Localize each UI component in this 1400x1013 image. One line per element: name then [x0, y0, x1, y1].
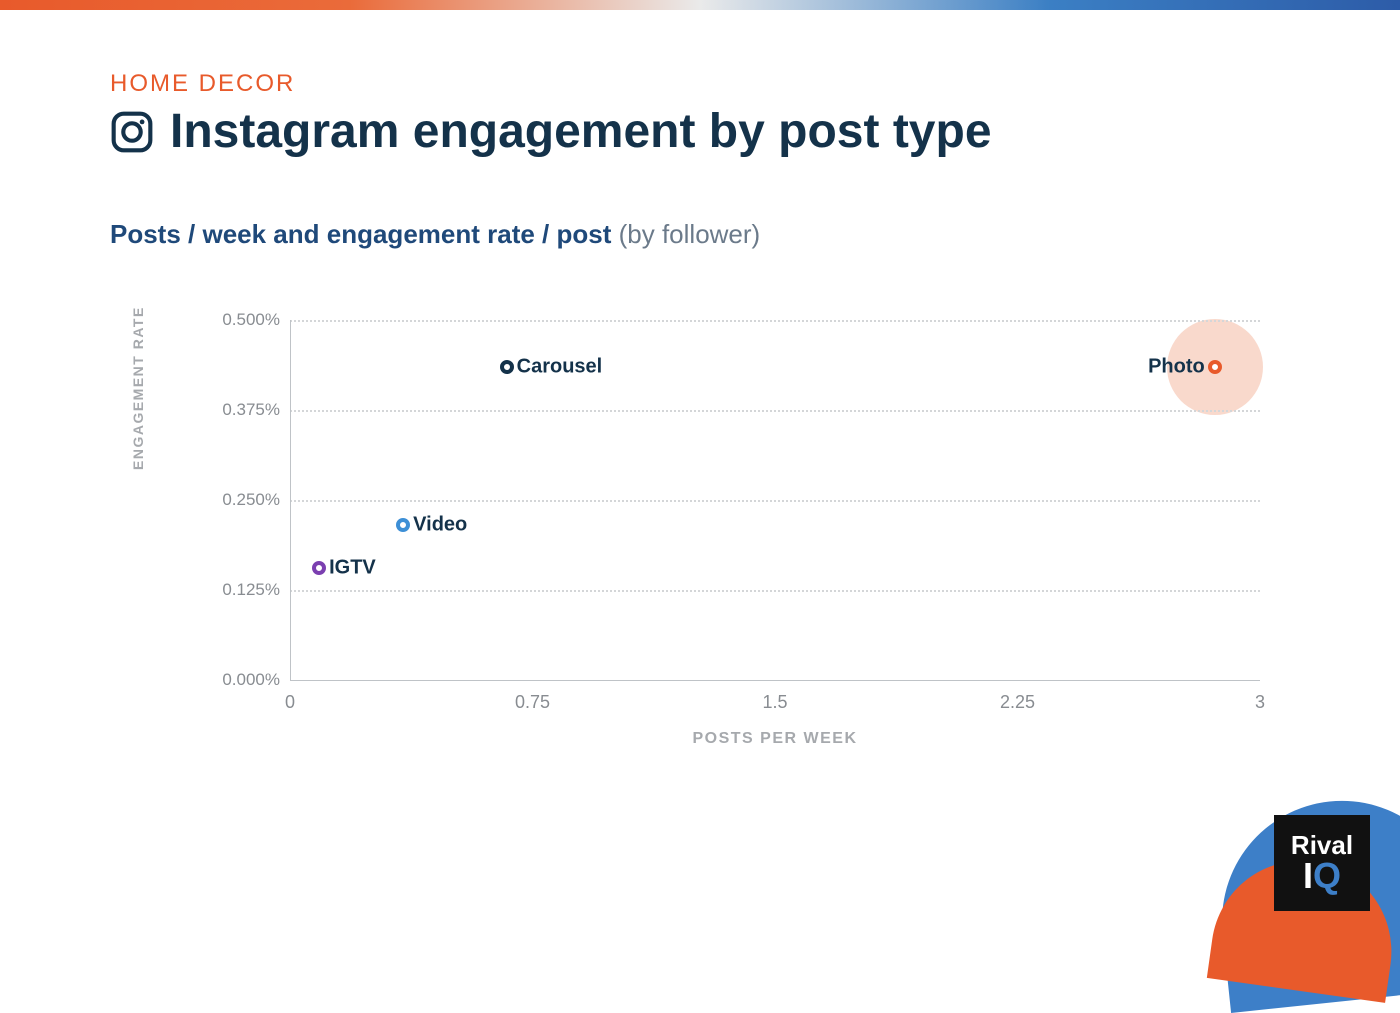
- data-point: [312, 561, 326, 575]
- x-tick-label: 0.75: [515, 692, 550, 713]
- data-point-label: Video: [413, 514, 467, 537]
- gridline: [290, 410, 1260, 412]
- x-axis-title: POSTS PER WEEK: [290, 730, 1260, 748]
- x-tick-label: 0: [285, 692, 295, 713]
- data-point: [1208, 360, 1222, 374]
- top-gradient-bar: [0, 0, 1400, 10]
- page-title: Instagram engagement by post type: [170, 104, 992, 159]
- x-tick-label: 3: [1255, 692, 1265, 713]
- rivaliq-logo: Rival IQ: [1274, 815, 1370, 911]
- y-tick-label: 0.125%: [200, 580, 280, 600]
- y-axis-title: ENGAGEMENT RATE: [130, 306, 146, 470]
- data-point: [500, 360, 514, 374]
- scatter-chart: ENGAGEMENT RATE POSTS PER WEEK IGTVVideo…: [180, 320, 1290, 760]
- x-tick-label: 2.25: [1000, 692, 1035, 713]
- chart-subtitle: Posts / week and engagement rate / post …: [110, 219, 1290, 250]
- instagram-icon: [110, 110, 154, 154]
- data-point-label: Photo: [1148, 355, 1205, 378]
- gridline: [290, 320, 1260, 322]
- y-axis-line: [290, 320, 291, 680]
- content-area: HOME DECOR Instagram engagement by post …: [0, 10, 1400, 760]
- y-tick-label: 0.375%: [200, 400, 280, 420]
- y-tick-label: 0.250%: [200, 490, 280, 510]
- category-label: HOME DECOR: [110, 70, 1290, 98]
- data-point-label: IGTV: [329, 557, 376, 580]
- y-tick-label: 0.500%: [200, 310, 280, 330]
- title-row: Instagram engagement by post type: [110, 104, 1290, 159]
- data-point-label: Carousel: [517, 355, 603, 378]
- data-point: [396, 518, 410, 532]
- logo-line2: IQ: [1303, 858, 1341, 894]
- subtitle-light: (by follower): [619, 219, 761, 249]
- x-axis-line: [290, 680, 1260, 681]
- subtitle-bold: Posts / week and engagement rate / post: [110, 219, 611, 249]
- gridline: [290, 590, 1260, 592]
- y-tick-label: 0.000%: [200, 670, 280, 690]
- x-tick-label: 1.5: [762, 692, 787, 713]
- gridline: [290, 500, 1260, 502]
